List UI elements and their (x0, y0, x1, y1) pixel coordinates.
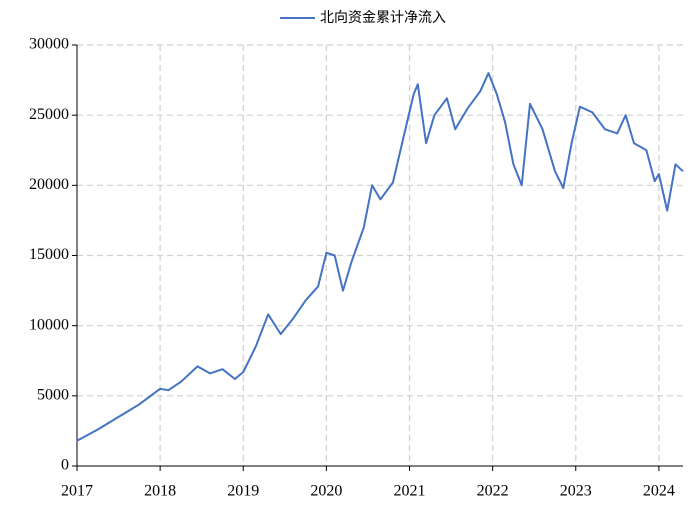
y-tick-label: 25000 (29, 106, 69, 123)
y-tick-label: 30000 (29, 36, 69, 53)
y-tick-label: 0 (61, 457, 69, 474)
x-tick-label: 2024 (643, 483, 675, 500)
y-tick-label: 20000 (29, 176, 69, 193)
x-tick-label: 2023 (560, 483, 592, 500)
y-tick-label: 10000 (29, 316, 69, 333)
legend-label: 北向资金累计净流入 (320, 10, 446, 26)
x-tick-label: 2022 (477, 483, 509, 500)
x-tick-label: 2021 (394, 483, 426, 500)
data-line (76, 72, 684, 442)
x-tick-label: 2019 (227, 483, 259, 500)
x-tick-label: 2020 (310, 483, 342, 500)
y-tick-label: 5000 (37, 387, 69, 404)
x-tick-label: 2018 (144, 483, 176, 500)
x-tick-label: 2017 (61, 483, 93, 500)
y-tick-label: 15000 (29, 246, 69, 263)
